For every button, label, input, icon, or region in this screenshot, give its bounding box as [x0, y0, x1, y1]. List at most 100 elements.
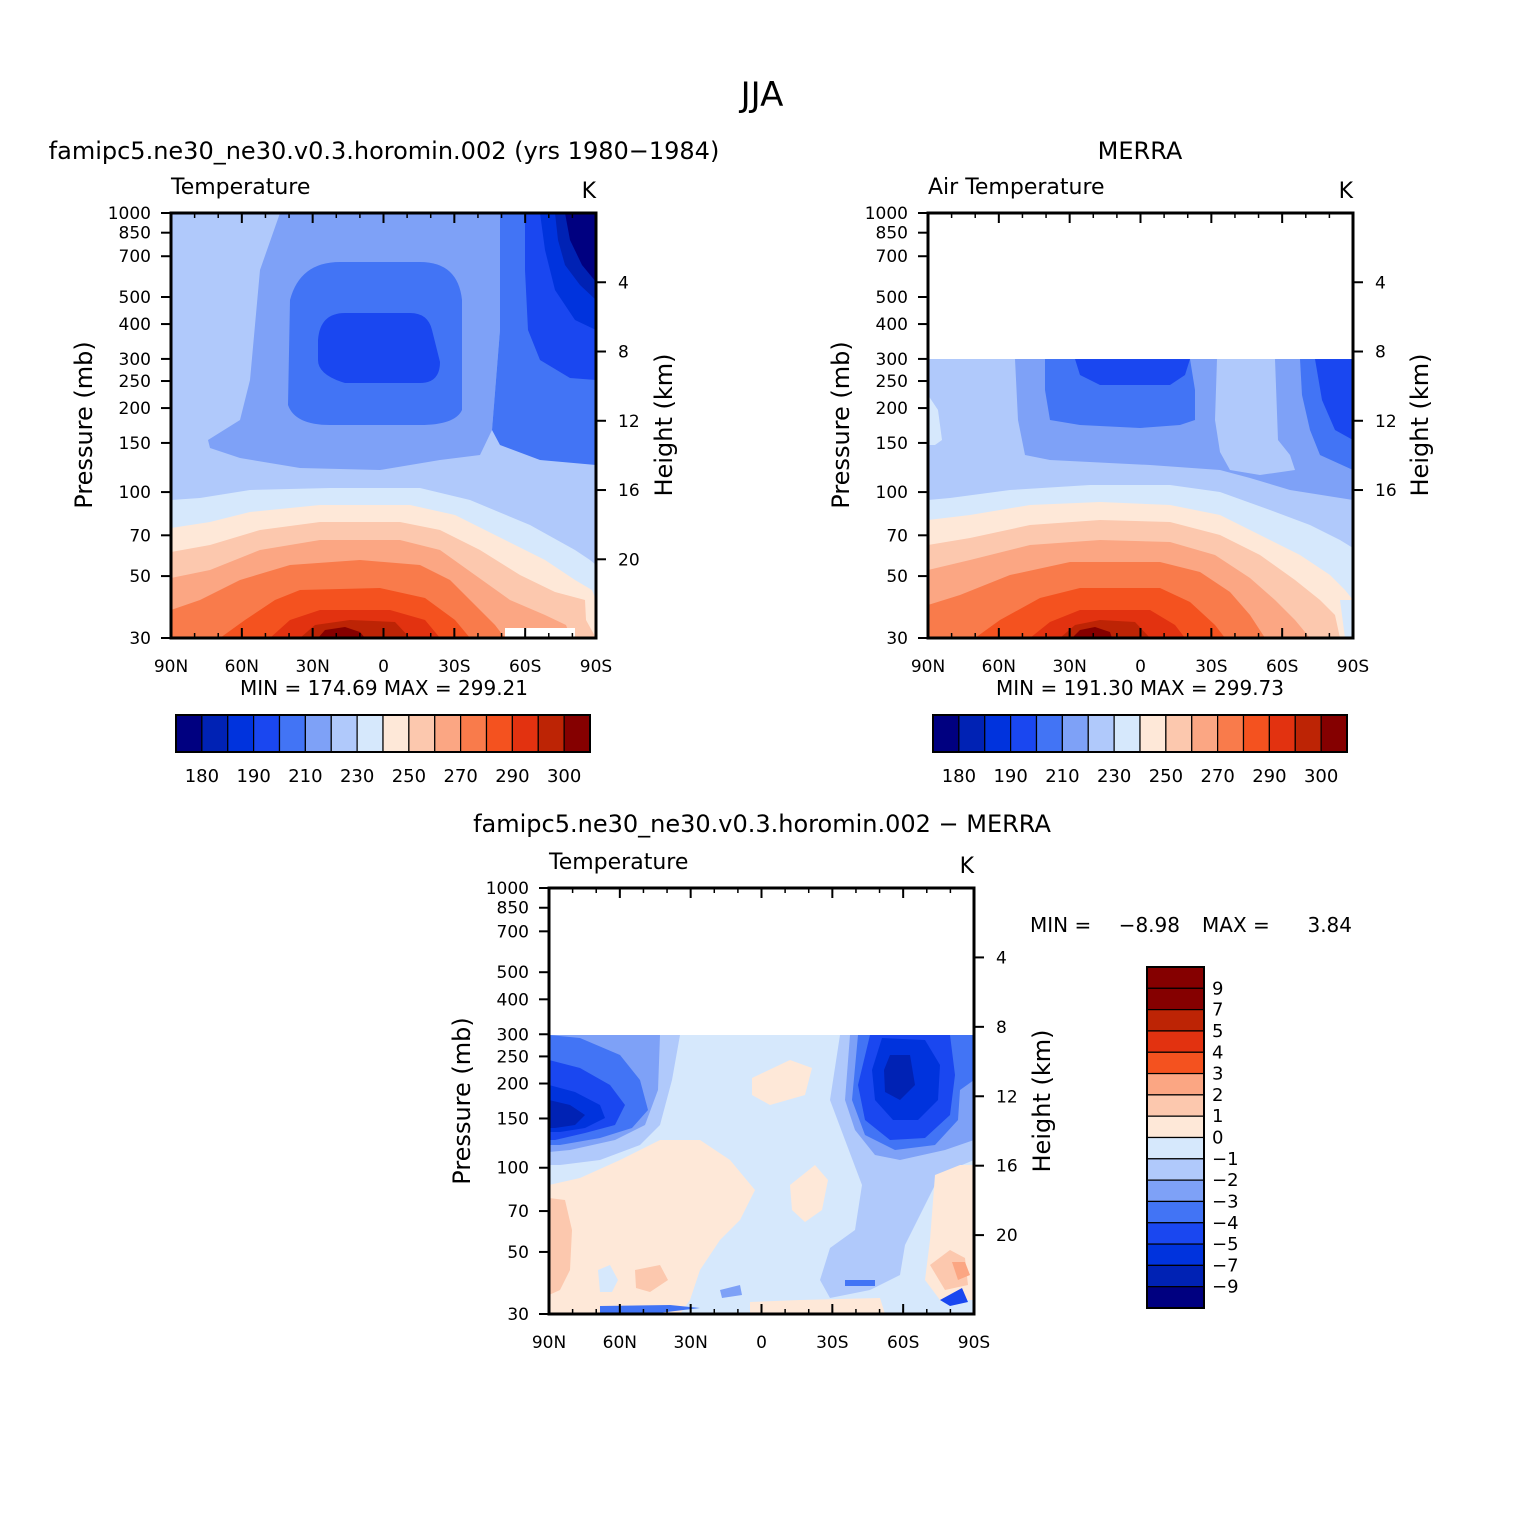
colorbar-label: −5: [1212, 1234, 1239, 1255]
colorbar-label: 3: [1212, 1064, 1223, 1085]
colorbar-swatch: [434, 714, 462, 753]
y-tick-label: 500: [497, 963, 529, 983]
y-tick-label: 30: [507, 1305, 529, 1325]
y-right-tick-label: 8: [996, 1018, 1007, 1038]
y-tick-label: 1000: [486, 879, 529, 899]
colorbar-swatch: [253, 714, 281, 753]
x-tick-label: 0: [378, 657, 389, 677]
panel-diff: famipc5.ne30_ne30.v0.3.horomin.002 − MER…: [448, 810, 1352, 1353]
colorbar-swatch: [201, 714, 229, 753]
panel-diff-max-label: MAX =: [1202, 913, 1270, 937]
colorbar-label: 180: [185, 766, 219, 787]
colorbar-label: 180: [942, 766, 976, 787]
y-tick-label: 30: [129, 629, 151, 649]
x-tick-label: 90S: [1337, 657, 1369, 677]
y-tick-label: 850: [119, 224, 151, 244]
colorbar-swatch: [278, 714, 306, 753]
y-tick-label: 250: [876, 372, 908, 392]
y-tick-label: 100: [497, 1159, 529, 1179]
x-tick-label: 60S: [1266, 657, 1298, 677]
panel-diff-variable: Temperature: [548, 850, 688, 875]
colorbar-label: −4: [1212, 1213, 1239, 1234]
y-tick-label: 150: [876, 434, 908, 454]
contour-fill: [1315, 359, 1353, 440]
colorbar-swatch: [356, 714, 384, 753]
y-tick-label: 300: [876, 350, 908, 370]
y-right-tick-label: 8: [618, 343, 629, 363]
colorbar-swatch: [175, 714, 203, 753]
y-tick-label: 100: [119, 483, 151, 503]
colorbar-label: −9: [1212, 1277, 1239, 1298]
colorbar-label: −3: [1212, 1191, 1239, 1212]
colorbar-label: 190: [993, 766, 1027, 787]
x-tick-label: 90S: [958, 1333, 990, 1353]
colorbar-swatch: [1146, 1222, 1205, 1245]
contour-fill: [790, 1165, 828, 1222]
y-tick-label: 30: [886, 629, 908, 649]
colorbar-swatch: [1146, 1264, 1205, 1288]
colorbar-swatch: [408, 714, 436, 753]
y-tick-label: 50: [129, 567, 151, 587]
colorbar-swatch: [563, 714, 591, 753]
panel-merra-variable: Air Temperature: [928, 175, 1105, 200]
panel-merra-stats: MIN = 191.30 MAX = 299.73: [996, 676, 1284, 700]
y-tick-label: 700: [876, 247, 908, 267]
colorbar-label: −1: [1212, 1149, 1239, 1170]
y-axis-right-label: Height (km): [1028, 1030, 1056, 1173]
x-tick-label: 30S: [816, 1333, 848, 1353]
y-tick-label: 70: [129, 526, 151, 546]
panel-diff-title: famipc5.ne30_ne30.v0.3.horomin.002 − MER…: [473, 810, 1051, 838]
x-tick-label: 90N: [911, 657, 945, 677]
colorbar-label: 5: [1212, 1021, 1223, 1042]
panel-diff-min-value: −8.98: [1119, 913, 1180, 937]
colorbar-swatch: [1146, 1051, 1205, 1075]
colorbar-swatch: [958, 714, 986, 753]
colorbar-label: 9: [1212, 978, 1223, 999]
contour-fill: [930, 1250, 968, 1290]
panel-model-colorbar: 180 190 210 230 250 270 290 300: [175, 714, 591, 787]
y-tick-label: 400: [497, 990, 529, 1010]
colorbar-label: 250: [392, 766, 426, 787]
x-tick-label: 0: [756, 1333, 767, 1353]
colorbar-label: −7: [1212, 1255, 1239, 1276]
contour-fill: [635, 1265, 668, 1292]
y-tick-label: 200: [119, 399, 151, 419]
colorbar-swatch: [1146, 1115, 1205, 1139]
contour-fill: [318, 313, 440, 383]
colorbar-swatch: [1191, 714, 1219, 753]
panel-merra-title: MERRA: [1098, 137, 1183, 165]
y-axis-right-label: Height (km): [650, 354, 678, 497]
y-tick-label: 700: [119, 247, 151, 267]
colorbar-label: 270: [443, 766, 477, 787]
panel-diff-axes: 90N 60N 30N 0 30S 60S 90S 30 50 70 100 150 200 250300…: [486, 879, 1018, 1353]
y-axis-right-label: Height (km): [1406, 354, 1434, 497]
y-right-tick-label: 12: [1375, 412, 1397, 432]
y-axis-label: Pressure (mb): [827, 341, 855, 508]
y-tick-label: 500: [876, 288, 908, 308]
y-tick-label: 250: [119, 372, 151, 392]
contour-fill: [940, 1288, 968, 1306]
contour-fill: [549, 1198, 572, 1295]
contour-fill: [318, 627, 365, 638]
contour-fill: [928, 395, 942, 445]
y-tick-label: 200: [497, 1075, 529, 1095]
colorbar-swatch: [1146, 1030, 1205, 1053]
panel-diff-contours: [549, 1035, 974, 1314]
y-tick-label: 200: [876, 399, 908, 419]
y-right-tick-label: 16: [996, 1157, 1018, 1177]
colorbar-label: 1: [1212, 1106, 1223, 1127]
panel-merra-axes: 90N 60N 30N 0 30S 60S 90S 30 50 70 100 150 200 250300…: [865, 204, 1397, 677]
y-tick-label: 150: [497, 1109, 529, 1129]
colorbar-label: 7: [1212, 1000, 1223, 1021]
colorbar-swatch: [1087, 714, 1115, 753]
y-right-tick-label: 4: [618, 273, 629, 293]
colorbar-swatch: [1061, 714, 1089, 753]
colorbar-swatch: [1146, 1200, 1205, 1224]
y-tick-label: 50: [507, 1243, 529, 1263]
y-axis-label: Pressure (mb): [70, 341, 98, 508]
colorbar-swatch: [511, 714, 539, 753]
contour-fill: [750, 1298, 885, 1314]
colorbar-swatch: [1146, 1243, 1205, 1266]
colorbar-swatch: [1010, 714, 1038, 753]
